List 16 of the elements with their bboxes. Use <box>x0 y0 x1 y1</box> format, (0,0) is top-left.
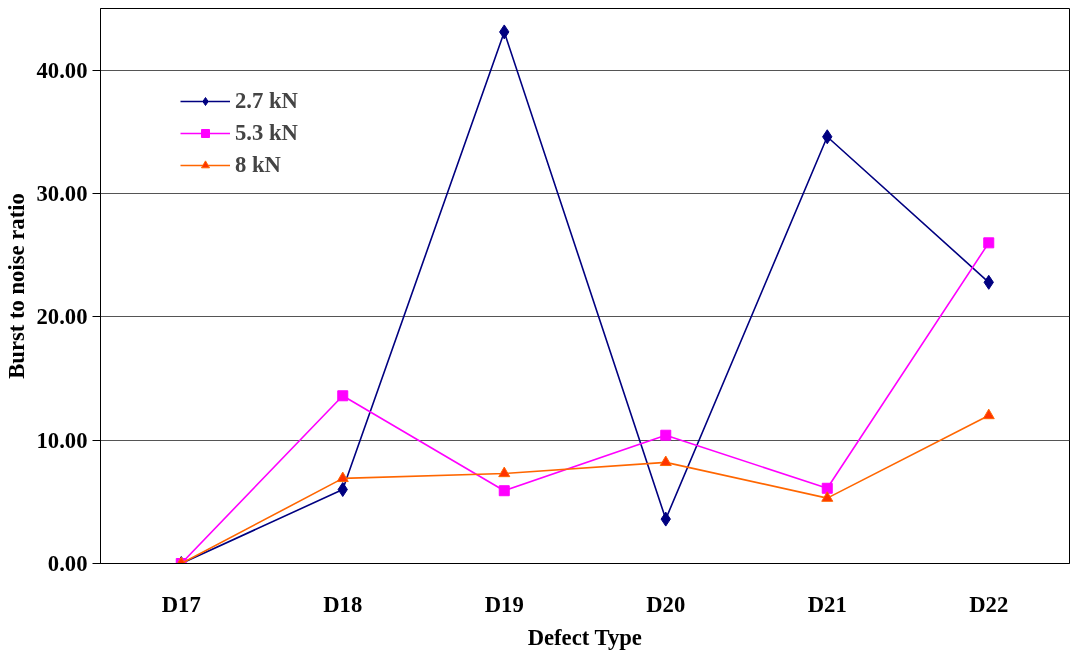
x-tick-label: D18 <box>323 591 363 617</box>
y-tick-label: 20.00 <box>36 304 88 330</box>
y-axis-title: Burst to noise ratio <box>3 193 29 379</box>
y-tick-label: 30.00 <box>36 181 88 206</box>
x-tick-label: D22 <box>969 591 1009 617</box>
x-axis-title: Defect Type <box>527 624 642 650</box>
x-tick-label: D20 <box>646 591 686 617</box>
y-tick-label: 10.00 <box>36 427 88 453</box>
legend-label: 2.7 kN <box>235 88 298 114</box>
x-tick-label: D21 <box>807 591 847 617</box>
x-tick-label: D19 <box>484 591 524 617</box>
legend-label: 8 kN <box>235 152 281 178</box>
y-tick-label: 40.00 <box>36 57 88 83</box>
x-tick-label: D17 <box>161 591 201 617</box>
y-tick-label: 0.00 <box>47 551 88 576</box>
legend-label: 5.3 kN <box>235 120 298 146</box>
